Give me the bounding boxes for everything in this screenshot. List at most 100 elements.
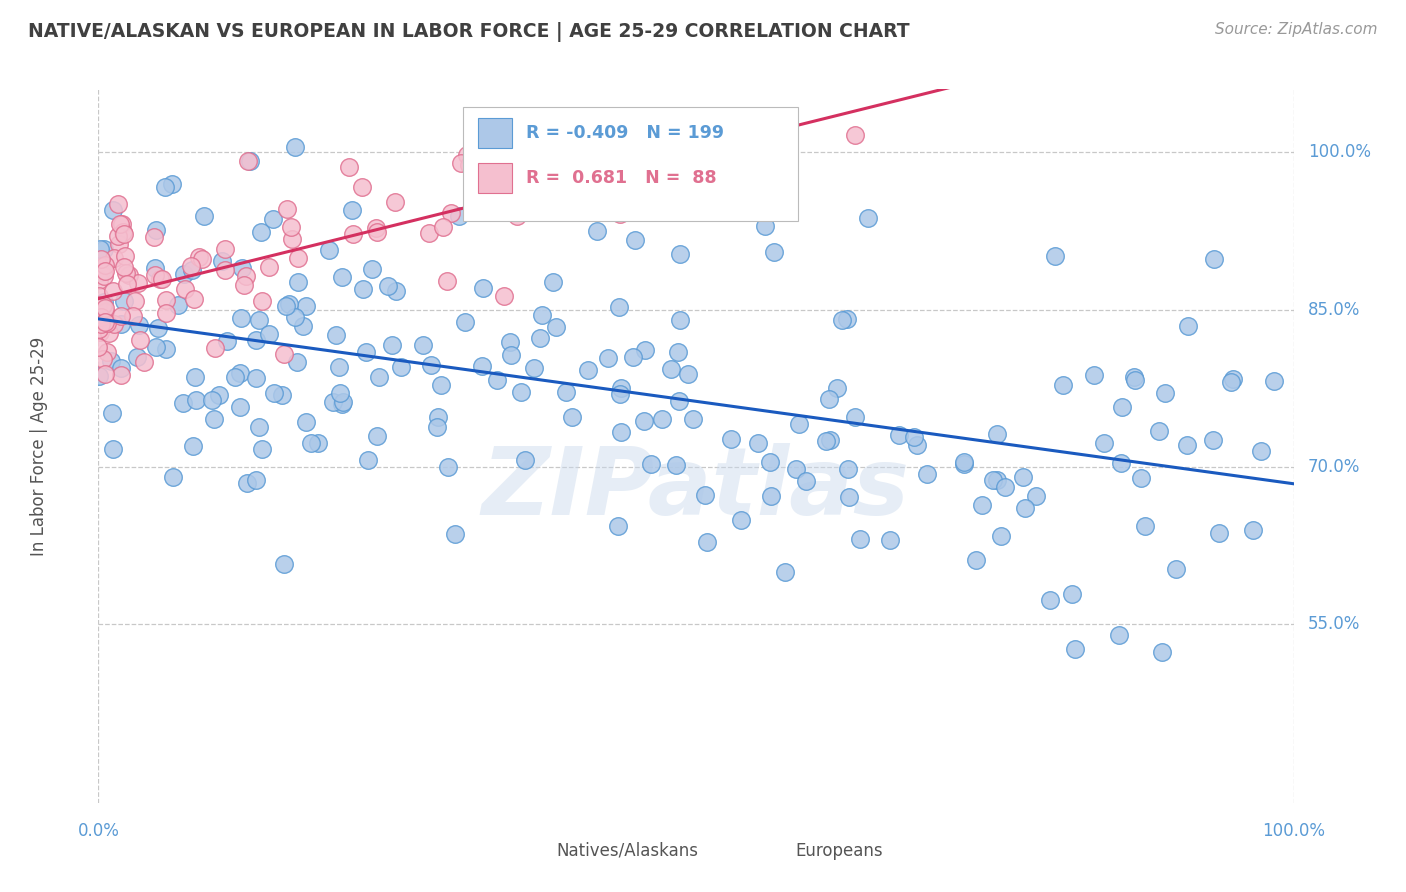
Point xyxy=(215,334,238,348)
Point xyxy=(609,425,631,439)
Point xyxy=(108,236,131,251)
Point xyxy=(233,277,256,292)
Point xyxy=(1011,470,1033,484)
Point xyxy=(1263,374,1285,388)
Point xyxy=(96,316,118,330)
Point xyxy=(107,197,129,211)
Point xyxy=(214,242,236,256)
Point xyxy=(457,158,479,172)
Point xyxy=(1149,424,1171,438)
Point xyxy=(155,293,177,308)
Point xyxy=(596,351,619,365)
Point xyxy=(665,458,688,472)
Point xyxy=(844,128,866,142)
Point xyxy=(1150,644,1173,658)
Text: 100.0%: 100.0% xyxy=(1263,822,1324,839)
Point xyxy=(606,518,628,533)
Point xyxy=(112,260,135,274)
Point xyxy=(669,247,692,261)
Point xyxy=(149,272,172,286)
Point xyxy=(576,363,599,377)
Point xyxy=(530,309,553,323)
Point xyxy=(983,473,1005,487)
Point xyxy=(817,392,839,406)
Point xyxy=(180,259,202,273)
Point xyxy=(450,156,472,170)
Point xyxy=(250,442,273,456)
Point xyxy=(208,388,231,402)
Point xyxy=(485,373,508,387)
Point xyxy=(1123,373,1146,387)
Point xyxy=(235,476,257,491)
Point xyxy=(759,489,782,503)
Point xyxy=(235,269,257,284)
Point xyxy=(342,202,364,217)
Point xyxy=(115,277,138,292)
Point xyxy=(183,292,205,306)
Point xyxy=(609,207,631,221)
Point xyxy=(93,243,115,257)
Point xyxy=(262,211,284,226)
Point xyxy=(247,313,270,327)
Point xyxy=(440,206,463,220)
Point xyxy=(659,362,682,376)
Point xyxy=(89,325,111,339)
Bar xyxy=(762,839,787,862)
Point xyxy=(668,393,690,408)
Point xyxy=(284,310,307,324)
Text: 55.0%: 55.0% xyxy=(1308,615,1360,633)
Point xyxy=(183,439,205,453)
Point xyxy=(94,258,117,272)
Point xyxy=(173,282,195,296)
Text: 0.0%: 0.0% xyxy=(77,822,120,839)
Point xyxy=(112,293,135,308)
Point xyxy=(389,359,412,374)
Point xyxy=(879,533,901,548)
Point xyxy=(747,436,769,450)
Point xyxy=(1092,436,1115,450)
Point xyxy=(284,140,307,154)
Point xyxy=(554,384,576,399)
Point xyxy=(90,252,112,266)
Point xyxy=(361,261,384,276)
Point xyxy=(837,461,859,475)
Point xyxy=(280,220,302,235)
Point xyxy=(1177,318,1199,333)
Point xyxy=(499,348,522,362)
Point xyxy=(1039,592,1062,607)
Point xyxy=(172,396,194,410)
Point xyxy=(96,345,118,359)
Point xyxy=(330,397,353,411)
Text: NATIVE/ALASKAN VS EUROPEAN IN LABOR FORCE | AGE 25-29 CORRELATION CHART: NATIVE/ALASKAN VS EUROPEAN IN LABOR FORC… xyxy=(28,22,910,42)
Point xyxy=(100,353,122,368)
Point xyxy=(616,138,638,153)
Point xyxy=(1043,249,1066,263)
Point xyxy=(492,289,515,303)
Point xyxy=(418,226,440,240)
Point xyxy=(112,227,135,241)
Point xyxy=(245,371,267,385)
Point xyxy=(93,367,115,381)
Point xyxy=(506,209,529,223)
Point xyxy=(621,350,644,364)
Point xyxy=(114,249,136,263)
Point xyxy=(696,534,718,549)
Point xyxy=(1109,456,1132,470)
Point xyxy=(818,434,841,448)
Point xyxy=(160,177,183,191)
Point xyxy=(994,480,1017,494)
Point xyxy=(101,406,124,420)
Point xyxy=(972,498,994,512)
Point xyxy=(337,160,360,174)
Point xyxy=(953,457,976,471)
Point xyxy=(1208,525,1230,540)
Point xyxy=(745,150,768,164)
Point xyxy=(785,462,807,476)
Point xyxy=(330,269,353,284)
Point xyxy=(103,284,125,298)
Point xyxy=(332,395,354,409)
Point xyxy=(420,358,443,372)
Point xyxy=(257,260,280,274)
Point xyxy=(188,250,211,264)
Point xyxy=(273,557,295,571)
